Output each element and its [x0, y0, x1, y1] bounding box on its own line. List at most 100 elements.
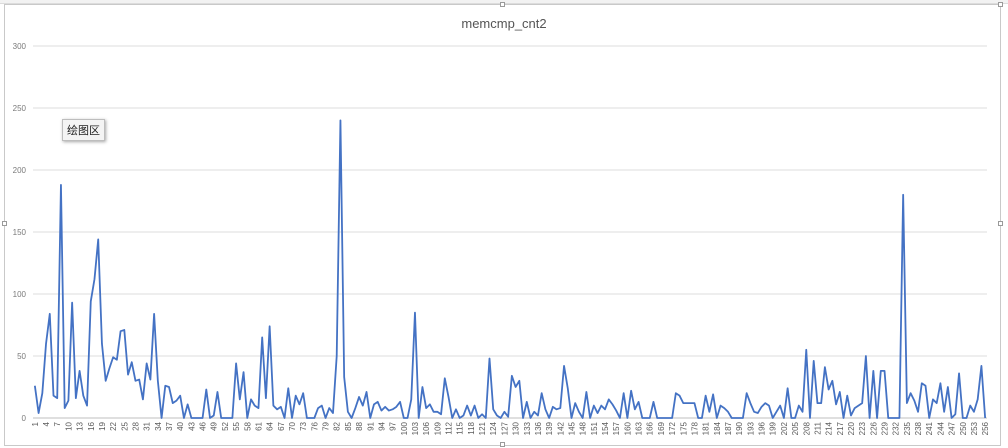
x-tick-label: 175 — [679, 421, 688, 435]
y-tick-label: 300 — [13, 42, 27, 51]
y-tick-label: 100 — [13, 290, 27, 299]
x-tick-label: 85 — [344, 421, 353, 430]
x-tick-label: 247 — [948, 421, 957, 435]
x-tick-label: 208 — [802, 421, 811, 435]
x-tick-label: 97 — [389, 421, 398, 430]
x-tick-label: 127 — [500, 421, 509, 435]
x-tick-label: 199 — [769, 421, 778, 435]
x-tick-label: 115 — [456, 421, 465, 434]
x-tick-label: 148 — [579, 421, 588, 435]
x-tick-label: 139 — [545, 421, 554, 435]
x-tick-label: 88 — [355, 421, 364, 430]
x-tick-label: 25 — [120, 421, 129, 430]
x-tick-label: 184 — [713, 421, 722, 435]
x-tick-label: 133 — [523, 421, 532, 435]
x-tick-label: 196 — [758, 421, 767, 435]
x-tick-label: 7 — [53, 421, 62, 426]
resize-handle-right[interactable] — [998, 221, 1003, 226]
x-tick-label: 157 — [612, 421, 621, 435]
x-tick-label: 205 — [791, 421, 800, 435]
x-tick-label: 241 — [925, 421, 934, 435]
x-tick-label: 64 — [266, 421, 275, 430]
y-axis-ticks: 0 50 100 150 200 250 300 — [13, 42, 27, 423]
x-tick-label: 28 — [131, 421, 140, 430]
x-tick-label: 124 — [489, 421, 498, 435]
x-axis-ticks: 1 4 7 10 13 16 19 22 25 28 31 34 37 40 43 46 49 52 55 58 61 6… — [31, 421, 990, 435]
x-tick-label: 76 — [310, 421, 319, 430]
x-tick-label: 46 — [199, 421, 208, 430]
x-tick-label: 58 — [243, 421, 252, 430]
x-tick-label: 19 — [98, 421, 107, 430]
resize-handle-left[interactable] — [2, 221, 7, 226]
x-tick-label: 145 — [567, 421, 576, 435]
x-tick-label: 4 — [42, 421, 51, 426]
x-tick-label: 172 — [668, 421, 677, 435]
x-tick-label: 250 — [959, 421, 968, 435]
x-tick-label: 118 — [467, 421, 476, 434]
x-tick-label: 169 — [657, 421, 666, 435]
x-tick-label: 49 — [210, 421, 219, 430]
x-tick-label: 16 — [87, 421, 96, 430]
x-tick-label: 22 — [109, 421, 118, 430]
x-tick-label: 235 — [903, 421, 912, 435]
x-tick-label: 94 — [377, 421, 386, 430]
x-tick-label: 223 — [858, 421, 867, 435]
x-tick-label: 163 — [635, 421, 644, 435]
chart-area[interactable] — [4, 4, 1001, 446]
x-tick-label: 154 — [601, 421, 610, 435]
resize-handle-top-right[interactable] — [998, 2, 1003, 7]
x-tick-label: 130 — [512, 421, 521, 435]
x-tick-label: 151 — [590, 421, 599, 435]
x-tick-label: 238 — [914, 421, 923, 435]
x-tick-label: 91 — [366, 421, 375, 430]
x-tick-label: 220 — [847, 421, 856, 435]
x-tick-label: 211 — [813, 421, 822, 434]
x-tick-label: 160 — [623, 421, 632, 435]
x-tick-label: 136 — [534, 421, 543, 435]
y-tick-label: 150 — [13, 228, 27, 237]
series-line — [33, 119, 987, 419]
plot-area-tooltip: 绘图区 — [62, 119, 105, 141]
x-tick-label: 229 — [881, 421, 890, 435]
x-tick-label: 244 — [936, 421, 945, 435]
x-tick-label: 214 — [825, 421, 834, 435]
x-tick-label: 70 — [288, 421, 297, 430]
x-tick-label: 103 — [411, 421, 420, 435]
x-tick-label: 37 — [165, 421, 174, 430]
x-tick-label: 73 — [299, 421, 308, 430]
x-tick-label: 190 — [735, 421, 744, 435]
y-tick-label: 50 — [17, 352, 26, 361]
x-tick-label: 55 — [232, 421, 241, 430]
x-tick-label: 121 — [478, 421, 487, 435]
x-tick-label: 61 — [254, 421, 263, 430]
x-tick-label: 253 — [970, 421, 979, 435]
x-tick-label: 10 — [64, 421, 73, 430]
x-tick-label: 226 — [869, 421, 878, 435]
x-tick-label: 67 — [277, 421, 286, 430]
y-tick-label: 200 — [13, 166, 27, 175]
x-tick-label: 181 — [702, 421, 711, 435]
x-tick-label: 43 — [187, 421, 196, 430]
x-tick-label: 40 — [176, 421, 185, 430]
gridlines — [33, 45, 987, 419]
x-tick-label: 193 — [746, 421, 755, 435]
x-tick-label: 256 — [981, 421, 990, 435]
x-tick-label: 100 — [400, 421, 409, 435]
y-tick-label: 250 — [13, 104, 27, 113]
x-tick-label: 187 — [724, 421, 733, 435]
chart-title: memcmp_cnt2 — [461, 16, 547, 31]
resize-handle-top[interactable] — [500, 2, 505, 7]
x-tick-label: 31 — [143, 421, 152, 430]
x-tick-label: 142 — [556, 421, 565, 435]
x-tick-label: 79 — [322, 421, 331, 430]
x-tick-label: 82 — [333, 421, 342, 430]
x-tick-label: 106 — [422, 421, 431, 435]
x-tick-label: 112 — [445, 421, 454, 434]
x-tick-label: 1 — [31, 421, 40, 426]
x-tick-label: 178 — [690, 421, 699, 435]
x-tick-label: 202 — [780, 421, 789, 435]
x-tick-label: 109 — [433, 421, 442, 435]
x-tick-label: 34 — [154, 421, 163, 430]
resize-handle-bottom[interactable] — [500, 442, 505, 447]
